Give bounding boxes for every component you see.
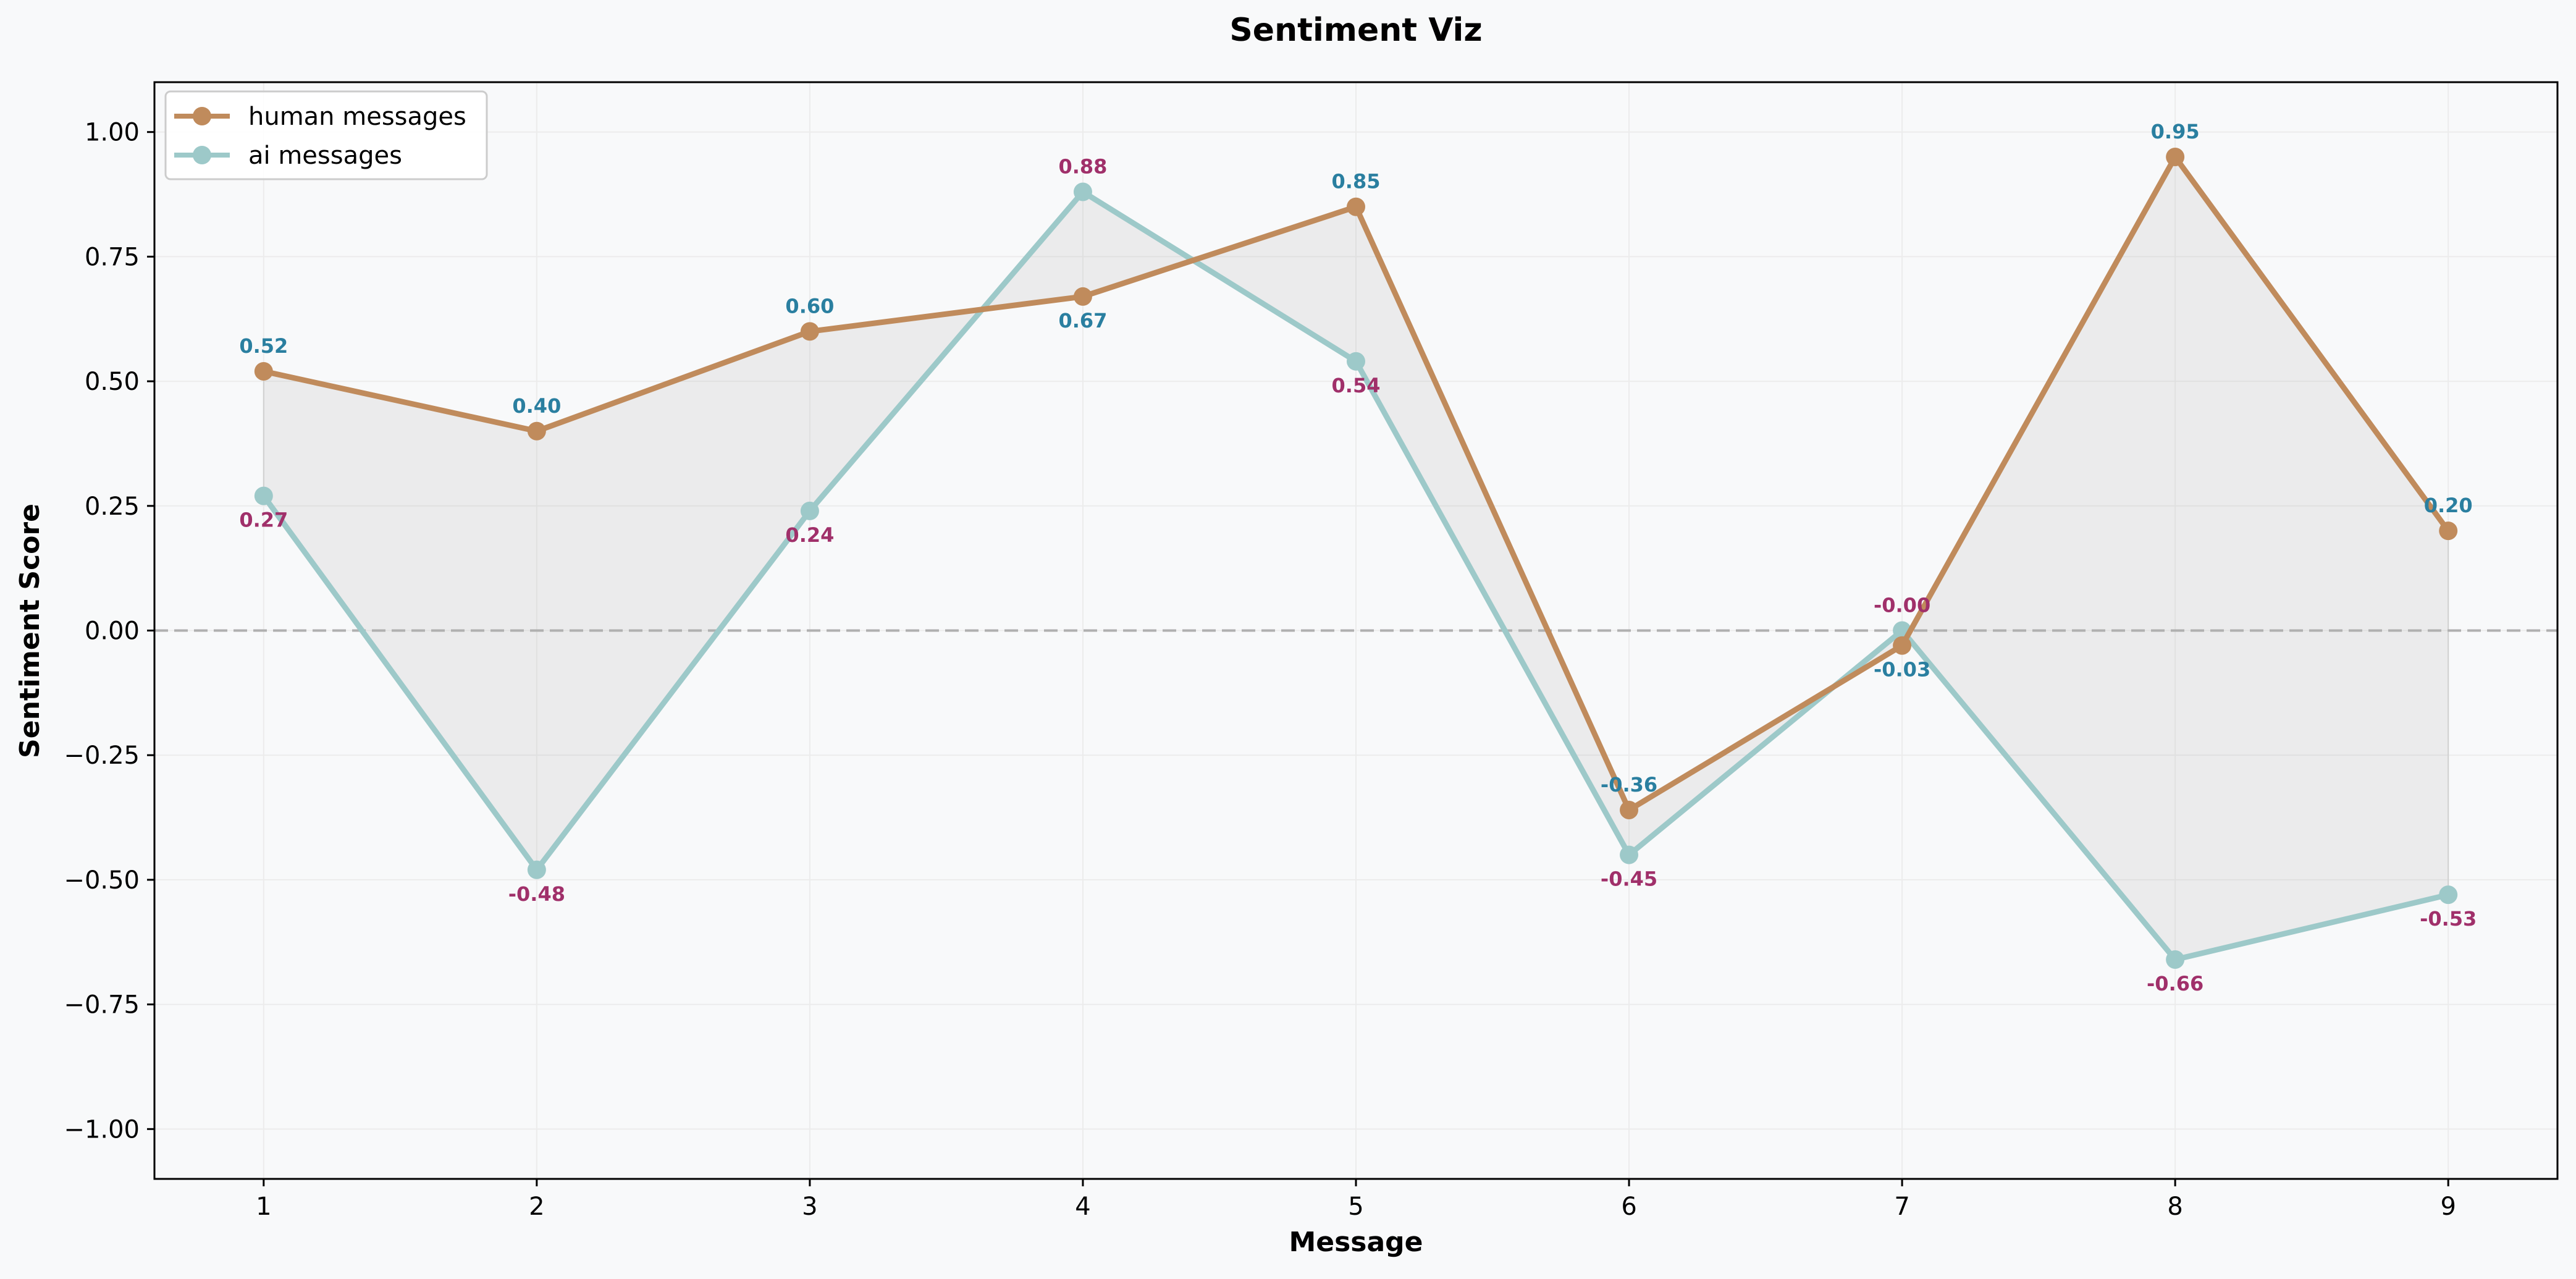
human-data-label-8: 0.95 (2151, 120, 2200, 143)
human-data-label-5: 0.85 (1332, 170, 1381, 193)
y-tick-label-8: 0.75 (85, 243, 140, 271)
x-tick-label-4: 4 (1075, 1192, 1090, 1221)
ai-data-label-1: 0.27 (239, 509, 288, 532)
ai-point-3 (800, 501, 819, 520)
ai-point-8 (2166, 950, 2185, 969)
x-tick-label-2: 2 (529, 1192, 544, 1221)
y-tick-label-1: −1.00 (64, 1115, 140, 1144)
x-tick-label-9: 9 (2440, 1192, 2456, 1221)
legend-marker-ai (193, 146, 211, 164)
y-axis-label: Sentiment Score (14, 504, 46, 758)
human-point-8 (2166, 148, 2185, 167)
x-tick-label-8: 8 (2167, 1192, 2182, 1221)
y-tick-label-9: 1.00 (85, 119, 140, 147)
ai-data-label-8: -0.66 (2147, 972, 2203, 995)
legend: human messages ai messages (164, 90, 488, 180)
chart-title: Sentiment Viz (1229, 12, 1482, 49)
ai-data-label-2: -0.48 (508, 882, 565, 906)
ai-data-label-9: -0.53 (2420, 907, 2477, 931)
ai-point-2 (527, 860, 546, 879)
human-point-9 (2439, 521, 2458, 541)
human-data-label-9: 0.20 (2424, 494, 2473, 517)
x-tick-label-3: 3 (802, 1192, 817, 1221)
ai-point-6 (1620, 845, 1639, 864)
ai-point-5 (1347, 352, 1365, 371)
human-point-5 (1347, 197, 1365, 216)
human-point-4 (1073, 287, 1092, 306)
legend-label-ai: ai messages (248, 141, 402, 170)
y-tick-label-3: −0.50 (64, 866, 140, 895)
y-tick-label-6: 0.25 (85, 492, 140, 521)
legend-box (164, 90, 488, 180)
legend-label-human: human messages (248, 103, 466, 131)
ai-data-label-3: 0.24 (785, 523, 834, 547)
legend-marker-human (193, 107, 211, 125)
human-data-label-3: 0.60 (785, 294, 834, 318)
human-point-1 (254, 361, 273, 381)
human-data-label-6: -0.36 (1601, 773, 1657, 796)
human-point-3 (800, 322, 819, 341)
human-data-label-2: 0.40 (512, 394, 561, 418)
human-point-6 (1620, 800, 1639, 819)
ai-data-label-5: 0.54 (1332, 374, 1381, 397)
x-tick-label-5: 5 (1348, 1192, 1363, 1221)
human-data-label-1: 0.52 (239, 334, 288, 358)
ai-data-label-4: 0.88 (1058, 155, 1107, 179)
series-layer (254, 148, 2458, 969)
human-data-label-7: -0.03 (1874, 658, 1930, 682)
ai-data-label-7: -0.00 (1874, 594, 1930, 617)
human-data-label-4: 0.67 (1058, 309, 1107, 332)
y-tick-label-2: −0.75 (64, 991, 140, 1019)
x-tick-label-1: 1 (256, 1192, 271, 1221)
y-tick-label-4: −0.25 (64, 741, 140, 770)
human-point-7 (1893, 636, 1912, 655)
human-point-2 (527, 421, 546, 441)
x-axis-label: Message (1289, 1226, 1423, 1258)
ai-data-label-6: -0.45 (1601, 867, 1657, 891)
x-tick-label-6: 6 (1621, 1192, 1636, 1221)
ai-point-9 (2439, 885, 2458, 905)
ai-point-1 (254, 486, 273, 505)
tick-layer: 1 2 3 4 5 6 7 8 9 −1.00 −0.75 −0.50 −0.25 0.00 0.25 0.5… (64, 119, 2456, 1221)
y-tick-label-5: 0.00 (85, 617, 140, 646)
data-label-layer: 0.52 0.27 0.40 -0.48 0.60 0.24 0.67 0.88 0.85 0.5… (239, 120, 2477, 995)
y-tick-label-7: 0.50 (85, 368, 140, 396)
ai-point-4 (1073, 182, 1092, 201)
x-tick-label-7: 7 (1894, 1192, 1909, 1221)
